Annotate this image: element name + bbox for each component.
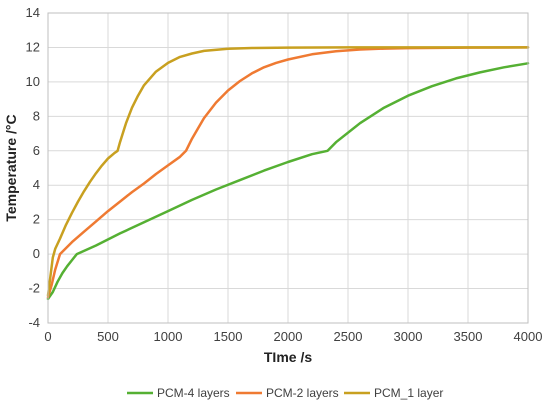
- y-tick-label: 6: [33, 143, 40, 158]
- y-axis-label: Temperature /°C: [3, 114, 19, 221]
- series-lines: [46, 46, 530, 301]
- y-tick-label: 10: [26, 74, 40, 89]
- series-line: [46, 46, 530, 297]
- y-tick-label: 4: [33, 177, 40, 192]
- legend-label: PCM-4 layers: [157, 386, 230, 400]
- series-line: [46, 46, 530, 299]
- x-tick-label: 0: [44, 329, 51, 344]
- x-tick-label: 500: [97, 329, 119, 344]
- x-tick-label: 1000: [154, 329, 183, 344]
- y-tick-label: 0: [33, 246, 40, 261]
- x-tick-label: 1500: [214, 329, 243, 344]
- y-tick-labels: -4 -2 0 2 4 6 8 10 12 14: [26, 5, 40, 330]
- x-tick-label: 2000: [274, 329, 303, 344]
- y-tick-label: 12: [26, 39, 40, 54]
- y-tick-label: 8: [33, 108, 40, 123]
- y-tick-label: 2: [33, 212, 40, 227]
- y-tick-label: -2: [28, 281, 40, 296]
- x-tick-label: 4000: [514, 329, 543, 344]
- x-tick-label: 3000: [394, 329, 423, 344]
- legend: PCM-4 layers PCM-2 layers PCM_1 layer: [127, 386, 443, 400]
- legend-label: PCM-2 layers: [266, 386, 339, 400]
- y-tick-label: 14: [26, 5, 40, 20]
- legend-label: PCM_1 layer: [374, 386, 443, 400]
- series-line: [46, 62, 530, 301]
- x-tick-label: 2500: [334, 329, 363, 344]
- x-tick-label: 3500: [454, 329, 483, 344]
- plot-frame: [47, 12, 529, 324]
- x-axis-label: TIme /s: [264, 349, 312, 365]
- x-tick-labels: 0 500 1000 1500 2000 2500 3000 3500 4000: [44, 329, 542, 344]
- y-tick-label: -4: [28, 315, 40, 330]
